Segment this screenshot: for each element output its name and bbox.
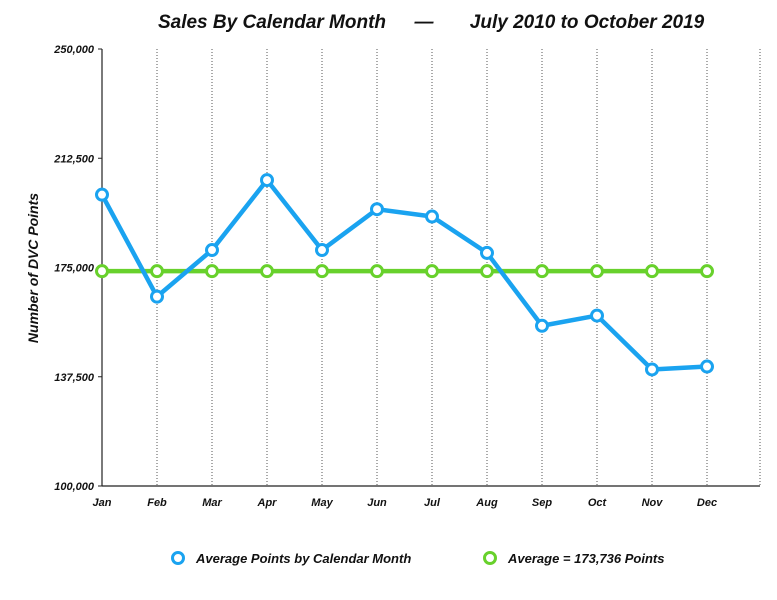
series-point [645, 362, 659, 377]
series-point [205, 264, 219, 279]
series-line [99, 177, 710, 372]
series-point [480, 245, 494, 260]
series-point [700, 264, 714, 279]
series-point [95, 187, 109, 202]
series-point [700, 359, 714, 374]
plot-area: 100,000 137,500 175,000 212,500 250,000 Jan Fe… [53, 44, 761, 509]
y-tick-label: 175,000 [54, 263, 95, 275]
series-point [370, 202, 384, 217]
legend-marker [171, 551, 185, 565]
x-tick-label: Oct [588, 497, 608, 509]
y-tick-label: 137,500 [54, 372, 95, 384]
x-tick-label: May [311, 497, 333, 509]
legend-label: Average = 173,736 Points [507, 551, 664, 566]
series-point [590, 264, 604, 279]
x-tick-label: Feb [147, 497, 167, 509]
series-point [260, 173, 274, 188]
series-point [95, 264, 109, 279]
series-point [425, 209, 439, 224]
x-tick-label: Jun [367, 497, 387, 509]
x-tick-label: Jul [424, 497, 441, 509]
series-point [645, 264, 659, 279]
x-tick-label: Sep [532, 497, 552, 509]
series-point [315, 243, 329, 258]
y-axis-label: Number of DVC Points [25, 193, 41, 343]
series-point [425, 264, 439, 279]
x-tick-label: Apr [257, 497, 278, 509]
x-tick-label: Dec [697, 497, 717, 509]
series-point [205, 243, 219, 258]
x-tick-label: Jan [93, 497, 112, 509]
series-point [260, 264, 274, 279]
series-point [150, 289, 164, 304]
chart-title-text: Sales By Calendar Month [158, 12, 386, 33]
series-point [590, 308, 604, 323]
chart-subtitle-text: July 2010 to October 2019 [470, 12, 705, 33]
series-point [150, 264, 164, 279]
y-tick-label: 100,000 [54, 481, 95, 493]
series-point [535, 318, 549, 333]
chart-legend: Average Points by Calendar Month Average … [171, 551, 664, 566]
chart-title-dash: — [414, 12, 435, 33]
x-tick-label: Nov [642, 497, 664, 509]
legend-marker [483, 551, 497, 565]
series-point [480, 264, 494, 279]
y-tick-label: 250,000 [53, 44, 95, 56]
series-point [315, 264, 329, 279]
x-tick-label: Mar [202, 497, 222, 509]
chart-title: Sales By Calendar Month — July 2010 to O… [158, 12, 705, 33]
legend-label: Average Points by Calendar Month [195, 551, 411, 566]
series-point [370, 264, 384, 279]
x-tick-label: Aug [475, 497, 498, 509]
series-point [535, 264, 549, 279]
y-tick-label: 212,500 [53, 153, 95, 165]
